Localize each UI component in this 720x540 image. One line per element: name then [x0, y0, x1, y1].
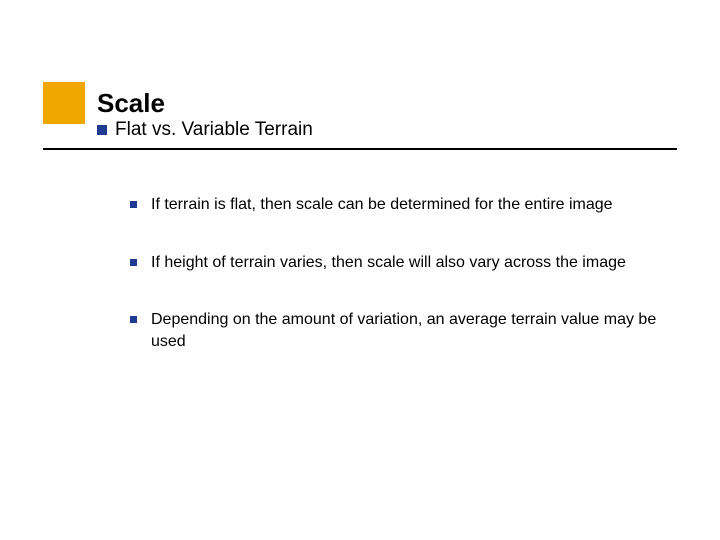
square-bullet-icon [130, 201, 137, 208]
square-bullet-icon [130, 316, 137, 323]
accent-square [43, 82, 85, 124]
square-bullet-icon [97, 125, 107, 135]
list-item: If height of terrain varies, then scale … [130, 252, 675, 274]
list-item-text: If terrain is flat, then scale can be de… [151, 194, 613, 216]
list-item-text: If height of terrain varies, then scale … [151, 252, 626, 274]
list-item: Depending on the amount of variation, an… [130, 309, 675, 352]
square-bullet-icon [130, 259, 137, 266]
list-item-text: Depending on the amount of variation, an… [151, 309, 675, 352]
slide-subtitle-row: Flat vs. Variable Terrain [97, 119, 313, 141]
bullet-list: If terrain is flat, then scale can be de… [130, 194, 675, 352]
slide-subtitle: Flat vs. Variable Terrain [115, 119, 313, 141]
slide: Scale Flat vs. Variable Terrain If terra… [0, 0, 720, 540]
slide-title: Scale [97, 88, 165, 119]
title-underline [43, 148, 677, 150]
list-item: If terrain is flat, then scale can be de… [130, 194, 675, 216]
